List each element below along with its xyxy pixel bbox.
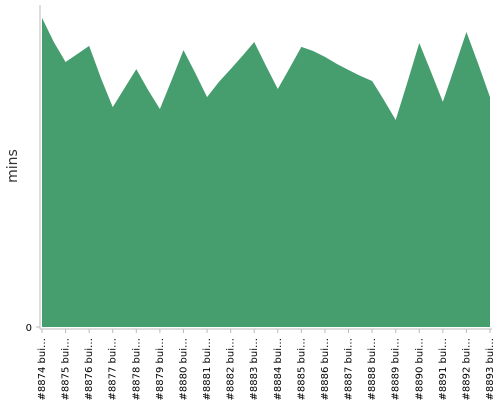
x-tick-label: #8879 bui… bbox=[155, 338, 166, 400]
x-tick-label: #8874 bui… bbox=[37, 338, 48, 400]
y-tick-label: 0 bbox=[26, 323, 32, 334]
x-tick-label: #8880 bui… bbox=[178, 338, 189, 400]
x-tick-label: #8885 bui… bbox=[296, 338, 307, 400]
x-tick-label: #8877 bui… bbox=[108, 338, 119, 400]
x-tick-label: #8884 bui… bbox=[273, 338, 284, 400]
x-tick-label: #8893 bui… bbox=[485, 338, 496, 400]
x-tick-label: #8881 bui… bbox=[202, 338, 213, 400]
x-tick-label: #8892 bui… bbox=[461, 338, 472, 400]
x-tick-label: #8891 bui… bbox=[438, 338, 449, 400]
y-axis-label: mins bbox=[5, 149, 21, 183]
x-tick-label: #8876 bui… bbox=[84, 338, 95, 400]
area bbox=[42, 17, 490, 327]
x-tick-label: #8882 bui… bbox=[226, 338, 237, 400]
x-tick-label: #8889 bui… bbox=[391, 338, 402, 400]
x-tick-label: #8888 bui… bbox=[367, 338, 378, 400]
x-tick-label: #8878 bui… bbox=[131, 338, 142, 400]
x-tick-label: #8883 bui… bbox=[249, 338, 260, 400]
x-tick-label: #8875 bui… bbox=[61, 338, 72, 400]
x-tick-label: #8890 bui… bbox=[414, 338, 425, 400]
x-tick-label: #8887 bui… bbox=[344, 338, 355, 400]
x-tick-label: #8886 bui… bbox=[320, 338, 331, 400]
